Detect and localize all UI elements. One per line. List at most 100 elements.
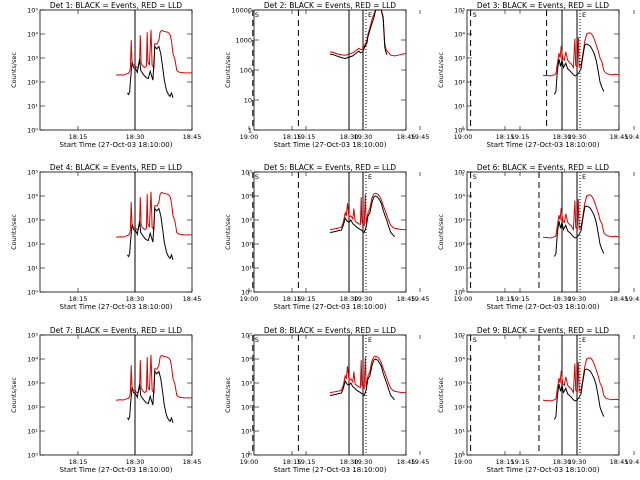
y-tick-label: 1	[248, 127, 252, 135]
x-tick-label: 19:30	[568, 295, 587, 303]
x-axis-label: Start Time (27-Oct-03 18:10:00)	[60, 141, 173, 149]
x-axis-label: Start Time (27-Oct-03 18:10:00)	[274, 141, 387, 149]
x-tick-label: 19:30	[354, 295, 373, 303]
y-tick-label: 10¹	[454, 103, 465, 111]
y-axis-label: Counts/sec	[224, 377, 232, 413]
x-tick-label: 19:45	[625, 458, 640, 466]
events-series-line	[553, 43, 605, 95]
y-tick-label: 10000	[231, 7, 252, 15]
x-tick-label: 19:45	[411, 295, 430, 303]
y-tick-label: 10²	[241, 241, 252, 249]
y-tick-label: 10²	[454, 404, 465, 412]
y-tick-label: 10⁵	[454, 332, 465, 340]
x-tick-label: 19:30	[568, 458, 587, 466]
y-tick-label: 10¹	[454, 265, 465, 273]
y-axis-label: Counts/sec	[437, 52, 445, 88]
panel-7: 18:15 18:30 18:45 19:00 19:15 19:30 19:45 10⁰ 10…	[10, 326, 429, 474]
y-tick-label: 10³	[27, 217, 38, 225]
lld-series-line	[115, 354, 192, 401]
y-tick-label: 10	[244, 97, 252, 105]
y-tick-label: 10⁴	[241, 356, 252, 364]
x-axis-label: Start Time (27-Oct-03 18:10:00)	[487, 141, 600, 149]
x-tick-label: 18:30	[340, 458, 359, 466]
events-series-line	[329, 9, 388, 60]
x-tick-label: 19:00	[454, 458, 473, 466]
lld-series-line	[329, 355, 406, 394]
x-tick-label: 19:15	[297, 458, 316, 466]
x-tick-label: 18:45	[397, 133, 416, 141]
start-label: S	[473, 11, 477, 19]
lld-series-line	[115, 29, 192, 76]
y-tick-label: 10²	[454, 241, 465, 249]
x-tick-label: 18:30	[126, 458, 145, 466]
x-tick-label: 19:00	[454, 295, 473, 303]
x-tick-label: 18:15	[283, 133, 302, 141]
panel-9: 18:1518:3018:4519:0019:1519:3019:4510⁰10…	[437, 326, 629, 474]
y-tick-label: 10³	[454, 380, 465, 388]
y-axis-label: Counts/sec	[437, 377, 445, 413]
x-tick-label: 18:15	[283, 295, 302, 303]
events-series-line	[126, 207, 174, 260]
events-series-line	[329, 358, 395, 401]
x-tick-label: 18:15	[69, 133, 88, 141]
x-tick-label: 18:45	[183, 458, 202, 466]
y-tick-label: 10⁵	[454, 7, 465, 15]
panel-6: 18:1518:3018:4519:0019:1519:3019:4510⁰10…	[437, 163, 629, 311]
lld-series-line	[329, 9, 407, 57]
y-axis-label: Counts/sec	[224, 52, 232, 88]
y-tick-label: 10⁰	[454, 452, 465, 460]
y-tick-label: 10⁴	[27, 193, 38, 201]
y-axis-label: Counts/sec	[10, 377, 18, 413]
y-tick-label: 10⁵	[241, 332, 252, 340]
end-label: E	[582, 11, 586, 19]
x-tick-label: 18:30	[553, 295, 572, 303]
y-tick-label: 10¹	[27, 103, 38, 111]
x-tick-label: 18:15	[283, 458, 302, 466]
y-tick-label: 10²	[27, 79, 38, 87]
y-tick-label: 10²	[454, 79, 465, 87]
panel-title: Det 5: BLACK = Events, RED = LLD	[264, 163, 396, 172]
x-tick-label: 19:45	[625, 295, 640, 303]
x-tick-label: 19:00	[240, 458, 259, 466]
lld-series-line	[542, 357, 620, 402]
panel-title: Det 9: BLACK = Events, RED = LLD	[477, 326, 609, 335]
x-tick-label: 18:45	[610, 295, 629, 303]
panel-title: Det 3: BLACK = Events, RED = LLD	[477, 1, 609, 10]
x-tick-label: 18:30	[340, 295, 359, 303]
y-tick-label: 10⁴	[27, 356, 38, 364]
x-axis-label: Start Time (27-Oct-03 18:10:00)	[487, 303, 600, 311]
x-tick-label: 18:30	[553, 458, 572, 466]
y-tick-label: 10⁵	[27, 169, 38, 177]
x-tick-label: 19:00	[240, 295, 259, 303]
lld-series-line	[542, 32, 620, 77]
panel-title: Det 4: BLACK = Events, RED = LLD	[50, 163, 182, 172]
lld-series-line	[115, 191, 192, 238]
x-tick-label: 18:45	[397, 458, 416, 466]
events-series-line	[553, 368, 605, 420]
plot-frame	[466, 9, 620, 131]
x-tick-label: 19:15	[511, 458, 530, 466]
end-label: E	[582, 336, 586, 344]
y-tick-label: 10²	[27, 404, 38, 412]
y-tick-label: 10⁰	[27, 289, 38, 297]
end-label: E	[368, 336, 372, 344]
x-tick-label: 18:45	[397, 295, 416, 303]
x-tick-label: 18:45	[183, 133, 202, 141]
start-label: S	[473, 173, 477, 181]
x-tick-label: 19:15	[297, 133, 316, 141]
plot-frame	[39, 171, 193, 293]
events-series-line	[553, 205, 605, 257]
x-tick-label: 18:30	[340, 133, 359, 141]
plot-frame	[253, 334, 407, 456]
y-tick-label: 100	[240, 67, 252, 75]
events-series-line	[329, 195, 395, 238]
x-tick-label: 18:45	[610, 458, 629, 466]
x-tick-label: 19:15	[511, 133, 530, 141]
y-tick-label: 10¹	[241, 428, 252, 436]
x-tick-label: 18:45	[183, 295, 202, 303]
y-tick-label: 10⁴	[241, 193, 252, 201]
x-tick-label: 18:15	[496, 133, 515, 141]
y-tick-label: 10⁴	[27, 31, 38, 39]
y-tick-label: 10³	[27, 55, 38, 63]
y-tick-label: 10⁰	[241, 452, 252, 460]
